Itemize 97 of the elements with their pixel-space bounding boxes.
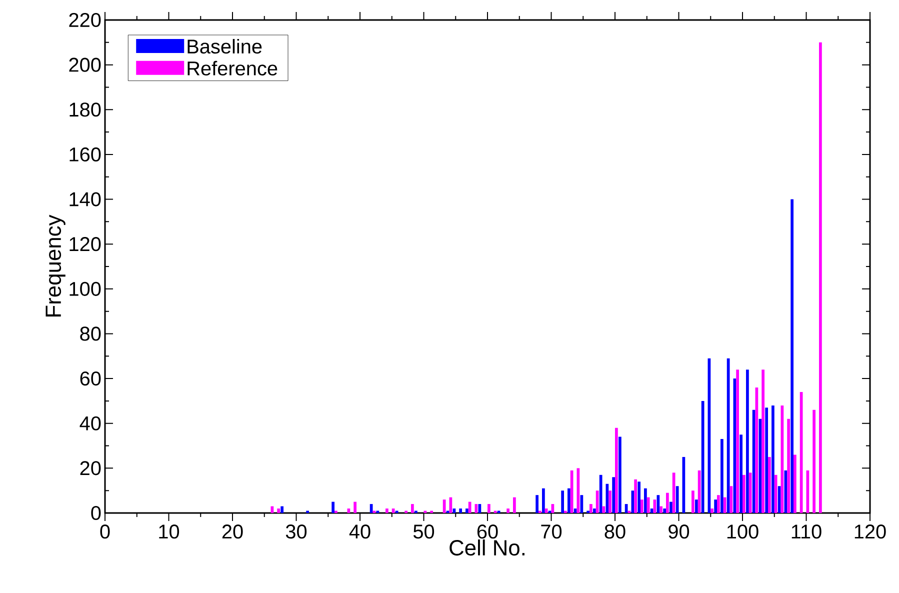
bar [720,439,724,513]
bar [736,370,739,513]
bar [354,502,356,513]
bar [698,470,701,513]
x-tick-label: 10 [159,524,180,539]
bar [615,428,618,513]
x-tick-label: 90 [668,524,690,539]
x-tick-label: 100 [727,524,758,539]
y-tick-label: 100 [70,282,101,296]
bar [740,434,743,513]
y-tick-label: 120 [70,237,101,252]
bar [723,497,726,513]
bar [819,42,822,513]
bar [513,497,516,513]
x-tick-label: 120 [854,524,886,539]
bar [624,504,628,513]
bar [726,358,730,513]
y-tick-label: 200 [69,58,101,72]
bar [570,470,574,513]
bar [746,370,749,513]
bar [701,400,704,513]
bar [790,199,794,513]
bar [670,502,672,513]
bar [794,454,796,513]
bar [768,456,771,513]
bar [752,410,756,513]
bar [599,474,602,513]
x-tick-label: 30 [286,524,307,539]
bar [618,436,622,513]
bar [778,486,781,513]
bar [590,504,592,513]
bar [666,492,669,513]
bar [638,482,641,513]
bar [536,495,539,513]
bar [640,500,644,513]
x-tick-label: 60 [477,524,498,539]
bar [608,490,612,513]
y-tick-label: 140 [70,192,101,206]
legend-label: Reference [188,60,278,76]
bar [812,410,816,513]
bar [676,486,679,513]
bar [386,508,388,513]
x-tick-label: 0 [100,524,110,539]
bar [593,508,596,513]
bar [596,490,599,513]
bar [466,508,468,513]
bar [646,497,650,513]
x-tick-label: 70 [541,524,562,539]
y-tick-label: 20 [80,461,101,476]
bar [634,479,637,513]
bar [772,405,774,513]
bar [650,508,654,513]
y-tick-label: 40 [80,416,101,430]
bar [762,370,764,513]
x-tick-label: 40 [349,524,370,539]
x-tick-label: 50 [413,524,434,539]
bar [774,474,778,513]
legend-label: Baseline [188,38,262,54]
bar [644,488,647,513]
bar [765,408,768,513]
bar [612,477,616,513]
bar [787,418,790,513]
bar [710,508,714,513]
bar [277,508,280,513]
bar [672,472,676,513]
bar [459,508,462,513]
bar [542,488,545,513]
y-tick-label: 220 [69,12,101,28]
bar [800,392,803,513]
x-tick-label: 110 [792,524,822,539]
x-axis-title: Cell No. [450,539,524,556]
y-tick-label: 160 [70,147,101,162]
y-tick-label: 180 [70,102,101,117]
y-tick-label: 80 [80,326,101,341]
bar [332,502,335,513]
bar [692,490,694,513]
bar [370,504,373,513]
bar [717,495,720,513]
bar [280,506,284,513]
bar [714,500,718,513]
bar [411,504,414,513]
bar [574,508,577,513]
bar [742,474,746,513]
bar [488,504,490,513]
y-tick-label: 60 [80,372,101,386]
bar [695,500,698,513]
bar [748,472,752,513]
x-tick-label: 80 [604,524,626,539]
bar [544,508,548,513]
y-tick-label: 0 [91,506,101,520]
x-tick-label: 20 [222,524,243,539]
bar [660,506,662,513]
bar [663,508,666,513]
bar [561,490,564,513]
bar [506,508,510,513]
bar [568,488,570,513]
y-axis-title: Frequency [46,214,66,316]
